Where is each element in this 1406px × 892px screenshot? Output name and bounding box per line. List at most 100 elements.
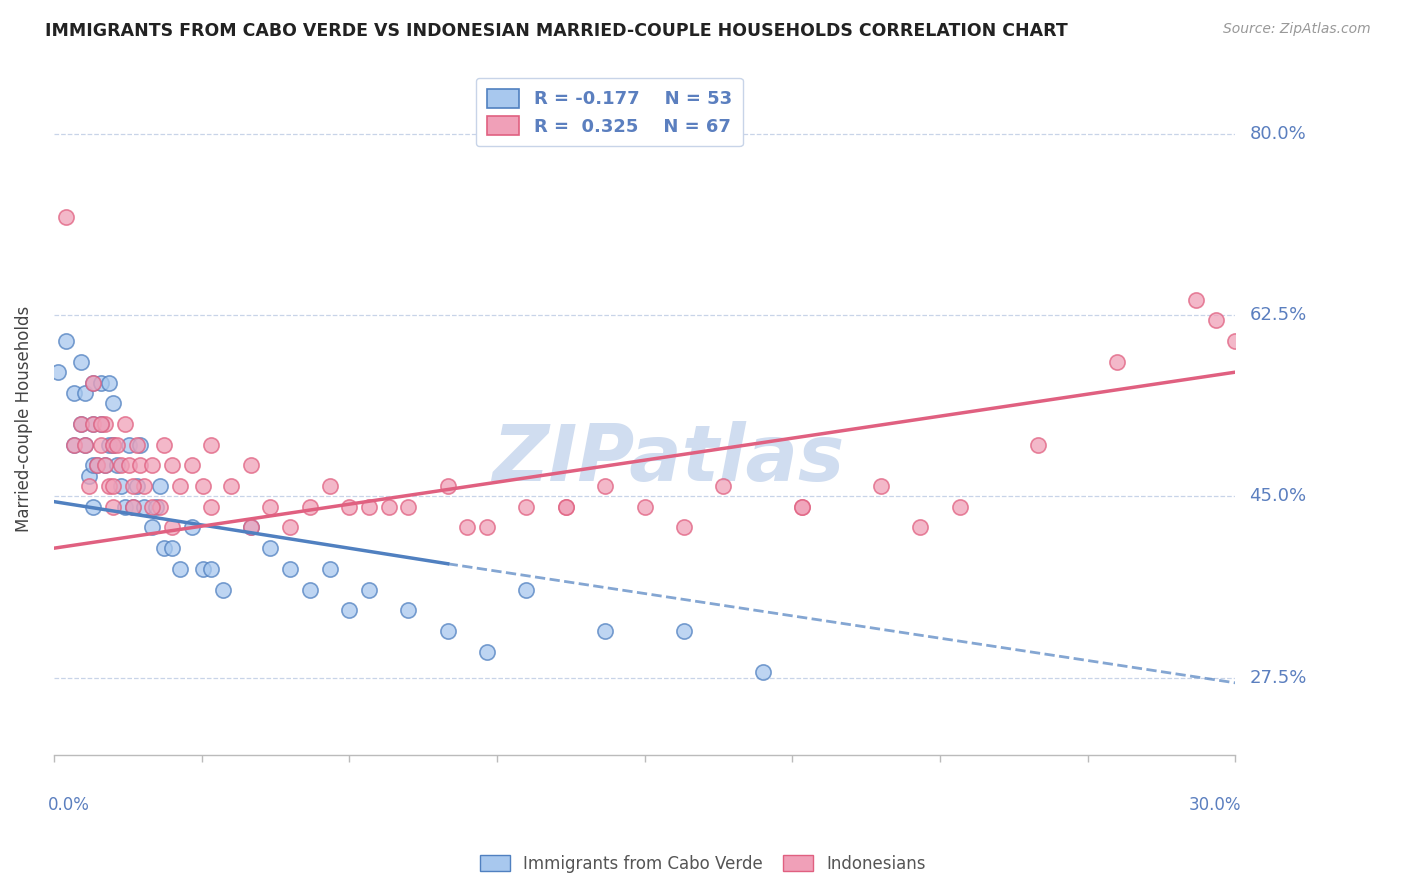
Point — [949, 500, 972, 514]
Point — [377, 500, 399, 514]
Text: 80.0%: 80.0% — [1250, 125, 1306, 143]
Text: 62.5%: 62.5% — [1250, 306, 1306, 324]
Point — [259, 541, 281, 556]
Point — [357, 582, 380, 597]
Point — [129, 437, 152, 451]
Text: Source: ZipAtlas.com: Source: ZipAtlas.com — [1223, 22, 1371, 37]
Point — [396, 603, 419, 617]
Point — [475, 520, 498, 534]
Point — [149, 500, 172, 514]
Point — [554, 500, 576, 514]
Point — [121, 479, 143, 493]
Point — [239, 520, 262, 534]
Text: IMMIGRANTS FROM CABO VERDE VS INDONESIAN MARRIED-COUPLE HOUSEHOLDS CORRELATION C: IMMIGRANTS FROM CABO VERDE VS INDONESIAN… — [45, 22, 1067, 40]
Point — [200, 500, 222, 514]
Point — [70, 417, 93, 431]
Point — [278, 562, 301, 576]
Point — [554, 500, 576, 514]
Point — [82, 500, 104, 514]
Point — [121, 500, 143, 514]
Point — [153, 437, 176, 451]
Point — [125, 437, 148, 451]
Point — [98, 479, 121, 493]
Point — [436, 624, 458, 638]
Point — [752, 665, 775, 680]
Point — [298, 582, 321, 597]
Text: 0.0%: 0.0% — [48, 796, 90, 814]
Point — [114, 500, 136, 514]
Point — [515, 500, 537, 514]
Point — [259, 500, 281, 514]
Point — [193, 479, 215, 493]
Point — [82, 376, 104, 390]
Point — [593, 624, 616, 638]
Point — [86, 458, 108, 473]
Point — [101, 479, 124, 493]
Point — [153, 541, 176, 556]
Point — [180, 520, 202, 534]
Point — [298, 500, 321, 514]
Point — [90, 437, 112, 451]
Point — [456, 520, 478, 534]
Text: 30.0%: 30.0% — [1189, 796, 1241, 814]
Point — [239, 458, 262, 473]
Point — [75, 437, 97, 451]
Point — [82, 376, 104, 390]
Point — [118, 437, 141, 451]
Point — [633, 500, 655, 514]
Point — [90, 376, 112, 390]
Point — [62, 385, 84, 400]
Point — [212, 582, 235, 597]
Point — [593, 479, 616, 493]
Point — [75, 385, 97, 400]
Point — [62, 437, 84, 451]
Point — [129, 458, 152, 473]
Point — [318, 479, 340, 493]
Point — [910, 520, 932, 534]
Point — [94, 458, 117, 473]
Point — [98, 437, 121, 451]
Point — [70, 355, 93, 369]
Point — [134, 479, 156, 493]
Point — [436, 479, 458, 493]
Point — [145, 500, 167, 514]
Legend: Immigrants from Cabo Verde, Indonesians: Immigrants from Cabo Verde, Indonesians — [474, 848, 932, 880]
Point — [711, 479, 734, 493]
Text: 27.5%: 27.5% — [1250, 669, 1306, 687]
Point — [169, 479, 191, 493]
Point — [672, 624, 695, 638]
Point — [180, 458, 202, 473]
Point — [114, 417, 136, 431]
Point — [134, 500, 156, 514]
Point — [1185, 293, 1208, 307]
Point — [94, 417, 117, 431]
Point — [121, 500, 143, 514]
Point — [55, 334, 77, 348]
Point — [82, 417, 104, 431]
Point — [672, 520, 695, 534]
Point — [110, 479, 132, 493]
Point — [70, 417, 93, 431]
Text: ZIPatlas: ZIPatlas — [492, 421, 845, 497]
Point — [86, 458, 108, 473]
Point — [125, 479, 148, 493]
Point — [62, 437, 84, 451]
Text: 45.0%: 45.0% — [1250, 487, 1306, 506]
Point — [318, 562, 340, 576]
Point — [193, 562, 215, 576]
Point — [337, 500, 360, 514]
Point — [160, 541, 183, 556]
Point — [1028, 437, 1050, 451]
Point — [141, 500, 163, 514]
Point — [357, 500, 380, 514]
Point — [160, 520, 183, 534]
Point — [200, 562, 222, 576]
Point — [870, 479, 893, 493]
Point — [337, 603, 360, 617]
Point — [110, 458, 132, 473]
Point — [94, 458, 117, 473]
Point — [101, 437, 124, 451]
Point — [75, 437, 97, 451]
Y-axis label: Married-couple Households: Married-couple Households — [15, 306, 32, 532]
Point — [55, 210, 77, 224]
